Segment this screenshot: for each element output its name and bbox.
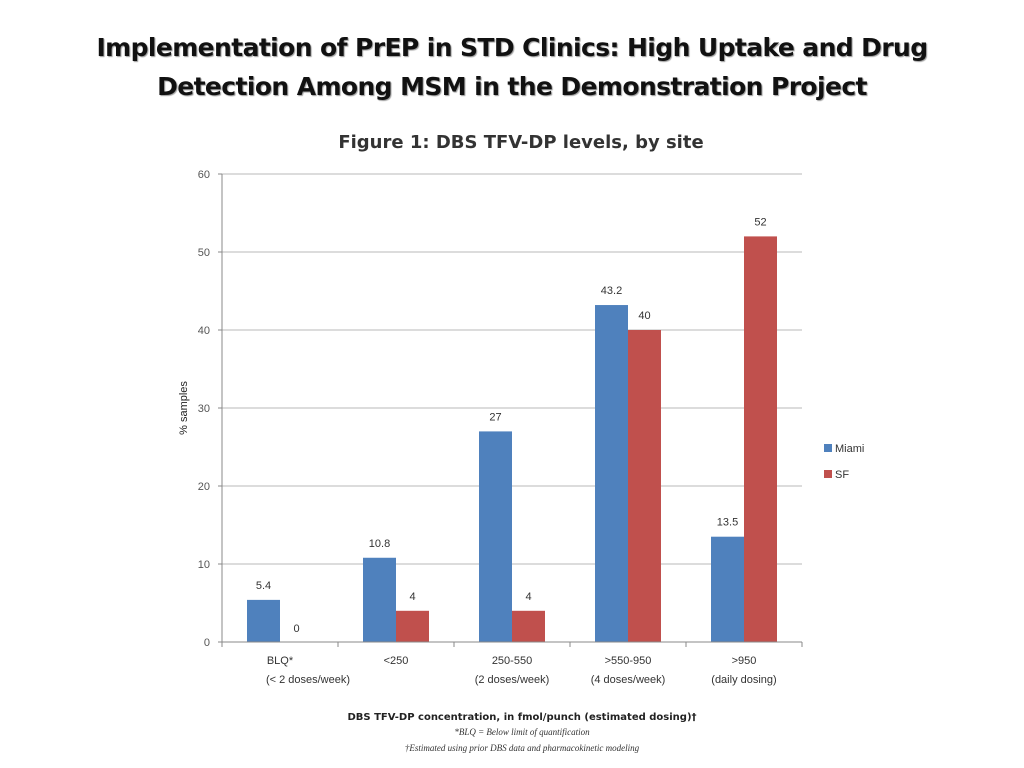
x-category-sublabel: (< 2 doses/week): [266, 674, 350, 686]
x-category-label: 250-550: [492, 655, 532, 667]
legend-label-miami: Miami: [835, 443, 864, 455]
data-label-miami-1: 10.8: [369, 538, 390, 550]
x-category-sublabel: (daily dosing): [711, 674, 776, 686]
x-axis-categories: BLQ* <250 250-550 >550-950 >950 (< 2 doses/we…: [266, 655, 777, 686]
bars: [247, 236, 777, 642]
y-tick-label: 20: [198, 481, 210, 493]
data-label-sf-0: 0: [293, 623, 299, 635]
data-label-sf-2: 4: [525, 591, 531, 603]
slide-title-line-2: Detection Among MSM in the Demonstration…: [157, 72, 867, 101]
data-label-sf-1: 4: [409, 591, 415, 603]
data-label-miami-3: 43.2: [601, 285, 622, 297]
x-axis-label: DBS TFV-DP concentration, in fmol/punch …: [347, 712, 696, 723]
x-category-sublabel: (4 doses/week): [591, 674, 666, 686]
y-tick-label: 50: [198, 247, 210, 259]
bar-miami-4: [711, 536, 744, 642]
bar-miami-2: [479, 431, 512, 642]
data-label-sf-3: 40: [638, 310, 650, 322]
x-category-label: <250: [384, 655, 409, 667]
y-axis-ticks: 0 10 20 30 40 50 60: [198, 169, 222, 649]
y-axis-label: % samples: [178, 381, 190, 435]
x-category-label: >550-950: [605, 655, 652, 667]
legend-swatch-sf: [824, 470, 832, 478]
bar-sf-1: [396, 610, 429, 642]
x-category-label: >950: [732, 655, 757, 667]
bar-miami-3: [595, 305, 628, 642]
y-tick-label: 0: [204, 637, 210, 649]
chart-title: Figure 1: DBS TFV-DP levels, by site: [338, 132, 703, 153]
data-label-miami-0: 5.4: [256, 580, 271, 592]
footnote-blq: *BLQ = Below limit of quantification: [454, 727, 590, 737]
slide-title-line-1: Implementation of PrEP in STD Clinics: H…: [96, 33, 928, 62]
slide-title: Implementation of PrEP in STD Clinics: H…: [0, 28, 1024, 106]
axes: [221, 174, 803, 647]
legend-swatch-miami: [824, 444, 832, 452]
y-tick-label: 40: [198, 325, 210, 337]
legend: Miami SF: [824, 443, 864, 481]
x-category-sublabel: (2 doses/week): [475, 674, 550, 686]
bar-sf-3: [628, 330, 661, 642]
data-label-miami-4: 13.5: [717, 517, 738, 529]
bar-miami-1: [363, 557, 396, 642]
x-category-label: BLQ*: [267, 655, 294, 667]
data-label-miami-2: 27: [489, 411, 501, 423]
y-tick-label: 60: [198, 169, 210, 181]
legend-label-sf: SF: [835, 469, 849, 481]
bar-sf-2: [512, 610, 545, 642]
bar-miami-0: [247, 599, 280, 642]
data-label-sf-4: 52: [754, 216, 766, 228]
bar-sf-4: [744, 236, 777, 642]
footnote-estimated: †Estimated using prior DBS data and phar…: [405, 743, 640, 753]
data-labels: 5.4 10.8 27 43.2 13.5 0 4 4 40 52: [256, 216, 767, 635]
y-tick-label: 10: [198, 559, 210, 571]
y-tick-label: 30: [198, 403, 210, 415]
